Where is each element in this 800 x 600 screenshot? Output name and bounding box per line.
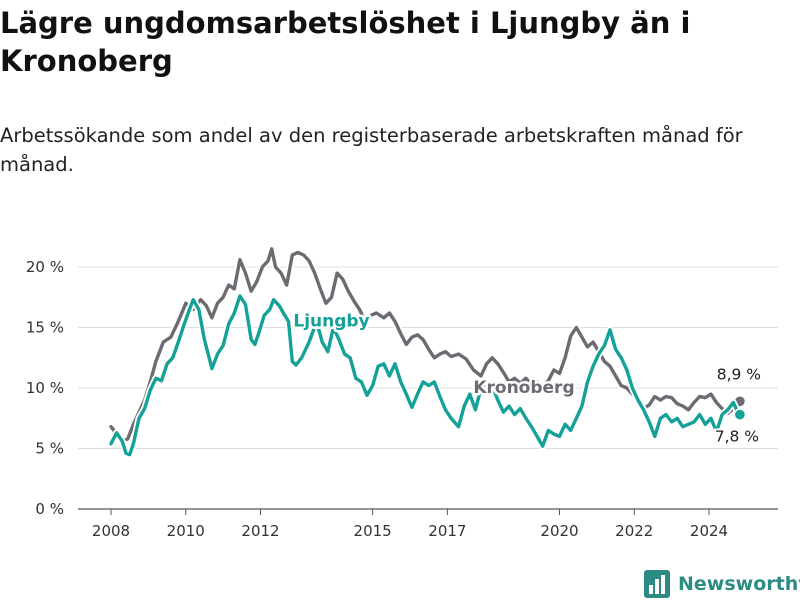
y-tick-label: 15 % <box>26 319 64 337</box>
x-tick-label: 2008 <box>92 522 130 540</box>
x-tick-label: 2022 <box>615 522 653 540</box>
bar-chart-logo-icon <box>644 570 670 598</box>
y-tick-label: 5 % <box>35 440 64 458</box>
ljungby-value-label: 7,8 % <box>715 428 759 446</box>
x-axis-ticks: 2008 2010 2012 2015 2017 2020 2022 2024 <box>92 509 728 540</box>
y-tick-label: 10 % <box>26 379 64 397</box>
kronoberg-series-label: Kronoberg <box>473 378 574 398</box>
chart-subtitle: Arbetssökande som andel av den registerb… <box>0 124 743 176</box>
ljungby-end-point <box>733 408 747 421</box>
ljungby-series-label: Ljungby <box>293 311 369 331</box>
ljungby-line-halo <box>107 292 743 459</box>
x-tick-label: 2015 <box>354 522 392 540</box>
brand-name: Newsworthy <box>678 573 800 595</box>
y-tick-label: 0 % <box>35 500 64 518</box>
x-tick-label: 2020 <box>540 522 578 540</box>
x-tick-label: 2012 <box>241 522 279 540</box>
x-tick-label: 2024 <box>690 522 728 540</box>
x-tick-label: 2017 <box>428 522 466 540</box>
y-axis-ticks: 0 % 5 % 10 % 15 % 20 % <box>26 258 64 518</box>
chart-title: Lägre ungdomsarbetslöshet i Ljungby än i… <box>0 6 691 78</box>
newsworthy-brand[interactable]: Newsworthy <box>644 568 800 600</box>
y-tick-label: 20 % <box>26 258 64 276</box>
series-labels: 8,9 % 7,8 % Ljungby Kronoberg <box>291 309 763 448</box>
x-tick-label: 2010 <box>167 522 205 540</box>
kronoberg-value-label: 8,9 % <box>717 365 761 383</box>
ljungby-line <box>109 294 741 457</box>
series-lines <box>107 245 747 459</box>
